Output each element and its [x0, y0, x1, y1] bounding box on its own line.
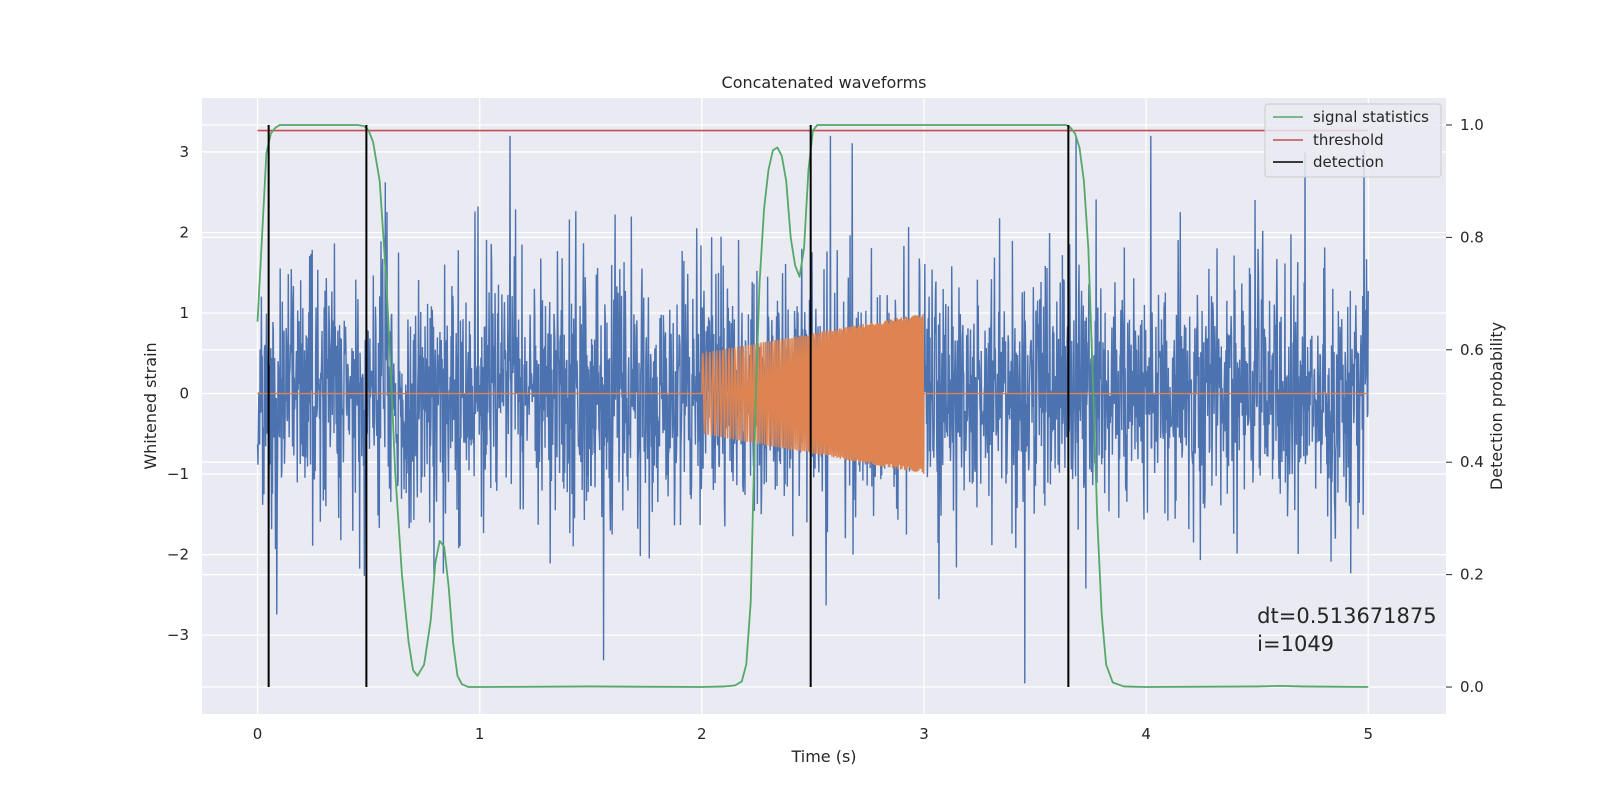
y-tick-label: 0: [179, 385, 189, 403]
annotation-0: dt=0.513671875: [1257, 604, 1436, 628]
detections-layer: [267, 124, 1070, 688]
y2-tick-label: 0.4: [1460, 453, 1484, 471]
x-tick-label: 3: [919, 725, 929, 743]
x-axis: 0 1 2 3 4 5: [253, 725, 1373, 743]
x-axis-label: Time (s): [790, 747, 856, 766]
y-axis-label: Whitened strain: [141, 342, 160, 469]
series-layer: [256, 124, 1369, 688]
series-signal-statistics: [256, 124, 1369, 688]
annotation-1: i=1049: [1257, 632, 1334, 656]
legend-label-threshold: threshold: [1313, 131, 1384, 149]
legend-label-detection: detection: [1313, 153, 1384, 171]
y2-tick-label: 0.0: [1460, 678, 1484, 696]
legend-label-signal-statistics: signal statistics: [1313, 108, 1429, 126]
x-tick-label: 5: [1363, 725, 1373, 743]
y-axis-right: 0.0 0.2 0.4 0.6 0.8 1.0: [1446, 116, 1484, 696]
y-tick-label: 2: [179, 223, 189, 241]
chart-title: Concatenated waveforms: [722, 73, 927, 92]
legend: signal statistics threshold detection: [1264, 103, 1442, 178]
y2-tick-label: 0.2: [1460, 566, 1484, 584]
legend-box: [1264, 103, 1442, 178]
x-tick-label: 2: [697, 725, 707, 743]
x-tick-label: 0: [253, 725, 263, 743]
y-tick-label: −2: [167, 546, 189, 564]
y-axis-left: −3 −2 −1 0 1 2 3: [167, 143, 189, 644]
series-injected-chirp: [257, 313, 1369, 474]
y-tick-label: 3: [179, 143, 189, 161]
y2-tick-label: 0.8: [1460, 228, 1484, 246]
y2-tick-label: 1.0: [1460, 116, 1484, 134]
x-tick-label: 4: [1141, 725, 1151, 743]
annotations: dt=0.513671875 i=1049: [1257, 604, 1436, 656]
y-tick-label: −1: [167, 465, 189, 483]
y-tick-label: 1: [179, 304, 189, 322]
x-tick-label: 1: [475, 725, 485, 743]
y2-axis-label: Detection probability: [1487, 322, 1506, 490]
y2-tick-label: 0.6: [1460, 341, 1484, 359]
y-tick-label: −3: [167, 626, 189, 644]
